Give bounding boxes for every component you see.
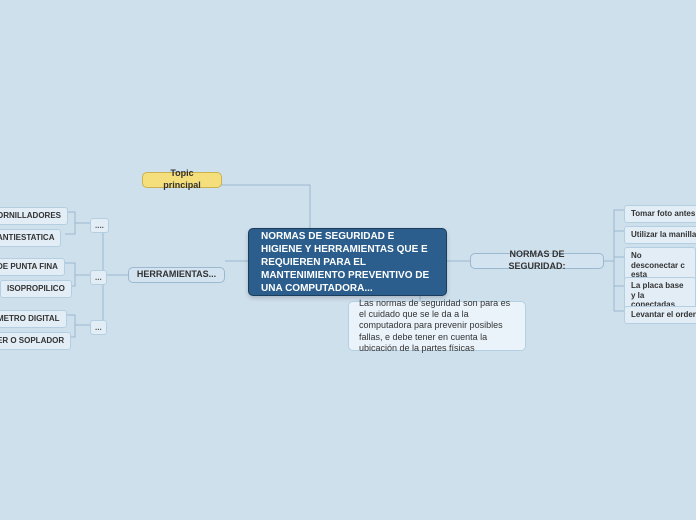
note-normas-text: Las normas de seguridad son para es el c… — [359, 298, 515, 354]
leaf-antiestatica[interactable]: ANTIESTATICA — [0, 229, 61, 247]
leaf-tomar-foto[interactable]: Tomar foto antes — [624, 205, 696, 223]
dots-3[interactable]: ... — [90, 320, 107, 335]
branch-normas-text: NORMAS DE SEGURIDAD: — [481, 249, 593, 272]
leaf-punta-fina[interactable]: DE PUNTA FINA — [0, 258, 65, 276]
branch-herramientas-text: HERRAMIENTAS... — [137, 269, 216, 281]
leaf-metro-digital[interactable]: METRO DIGITAL — [0, 310, 67, 328]
dots-2[interactable]: ... — [90, 270, 107, 285]
topic-principal-text: Topic principal — [153, 168, 211, 191]
leaf-soplador[interactable]: ER O SOPLADOR — [0, 332, 71, 350]
branch-herramientas[interactable]: HERRAMIENTAS... — [128, 267, 225, 283]
leaf-isopropilico[interactable]: ISOPROPILICO — [0, 280, 72, 298]
branch-normas[interactable]: NORMAS DE SEGURIDAD: — [470, 253, 604, 269]
leaf-utilizar-manilla[interactable]: Utilizar la manilla — [624, 226, 696, 244]
central-topic[interactable]: NORMAS DE SEGURIDAD E HIGIENE Y HERRAMIE… — [248, 228, 447, 296]
leaf-ornilladores[interactable]: ORNILLADORES — [0, 207, 68, 225]
topic-principal[interactable]: Topic principal — [142, 172, 222, 188]
central-topic-text: NORMAS DE SEGURIDAD E HIGIENE Y HERRAMIE… — [261, 230, 434, 295]
leaf-levantar-orden[interactable]: Levantar el orden — [624, 306, 696, 324]
dots-1[interactable]: .... — [90, 218, 109, 233]
note-normas[interactable]: Las normas de seguridad son para es el c… — [348, 301, 526, 351]
